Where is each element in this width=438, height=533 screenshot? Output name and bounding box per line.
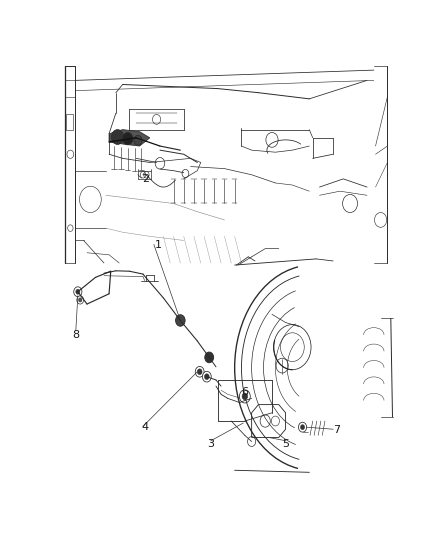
- Text: 4: 4: [141, 422, 148, 432]
- Circle shape: [76, 289, 80, 294]
- Circle shape: [242, 393, 247, 400]
- Text: 8: 8: [72, 330, 79, 340]
- Circle shape: [77, 296, 84, 304]
- Circle shape: [202, 372, 211, 382]
- Circle shape: [300, 425, 304, 430]
- Circle shape: [298, 422, 307, 432]
- Circle shape: [205, 374, 209, 379]
- Text: 7: 7: [333, 425, 340, 435]
- Circle shape: [78, 298, 82, 302]
- Text: 5: 5: [282, 439, 289, 449]
- Circle shape: [74, 287, 82, 297]
- Polygon shape: [109, 130, 150, 146]
- Circle shape: [197, 369, 202, 375]
- Text: 2: 2: [142, 174, 149, 184]
- Text: 1: 1: [155, 240, 162, 251]
- Circle shape: [205, 352, 214, 363]
- Circle shape: [176, 314, 185, 326]
- Circle shape: [111, 130, 124, 144]
- Text: 3: 3: [208, 439, 214, 449]
- Bar: [66, 114, 74, 130]
- Circle shape: [195, 366, 204, 377]
- Circle shape: [123, 133, 133, 145]
- Circle shape: [134, 135, 142, 145]
- Text: 6: 6: [241, 387, 248, 397]
